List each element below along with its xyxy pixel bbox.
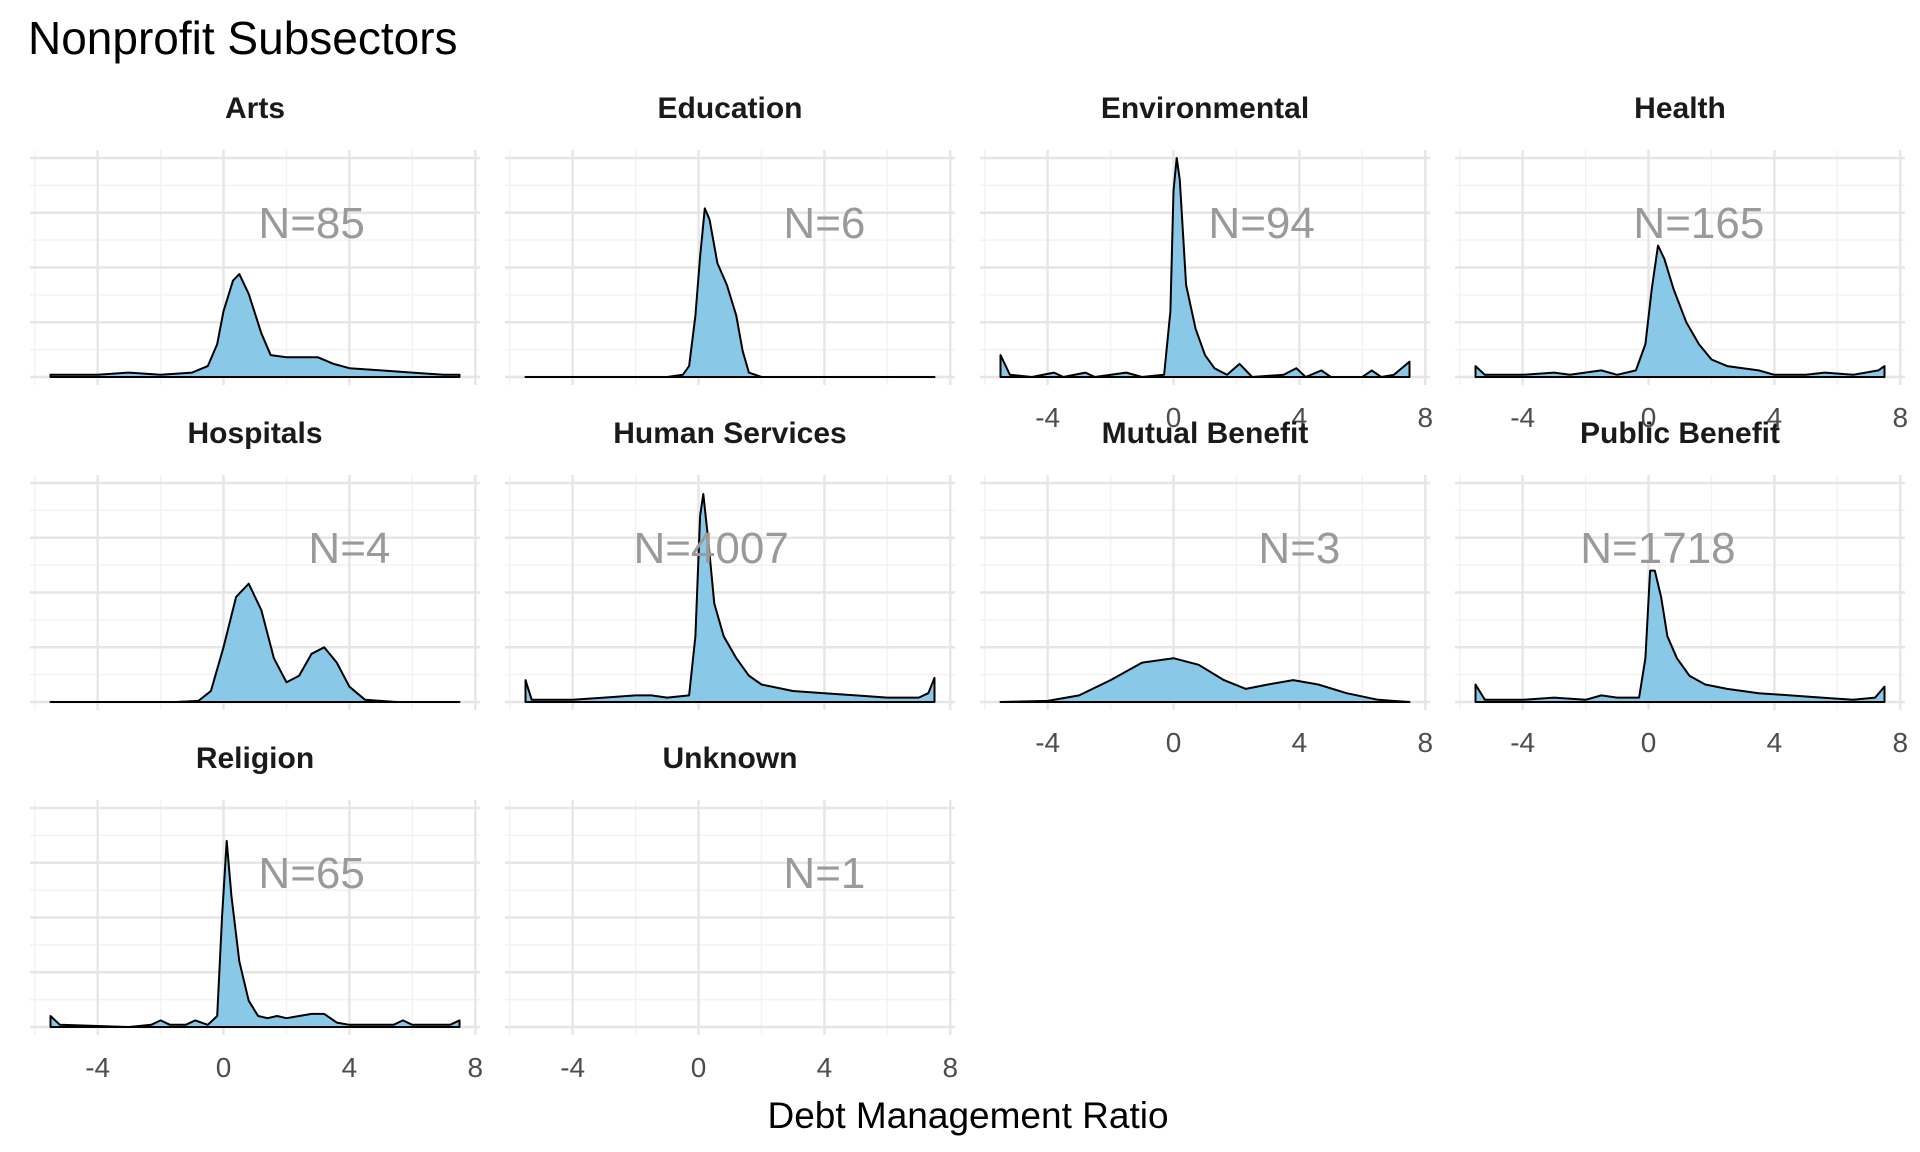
facet-label: Human Services <box>613 417 846 450</box>
facet-label: Unknown <box>663 742 798 775</box>
x-tick-label: 0 <box>1166 727 1182 758</box>
x-tick-label: -4 <box>85 1052 110 1083</box>
facet-label: Education <box>657 92 802 125</box>
density-area-education <box>524 207 936 378</box>
x-tick-label: 8 <box>942 1052 958 1083</box>
count-annotation: N=3 <box>1258 524 1340 573</box>
x-tick-label: 8 <box>467 1052 483 1083</box>
count-annotation: N=165 <box>1633 199 1764 248</box>
facet-label: Hospitals <box>187 417 322 450</box>
panel-religion: Religion N=65 -4 0 4 8 <box>30 742 483 1083</box>
count-annotation: N=4007 <box>633 524 788 573</box>
x-tick-label: 0 <box>691 1052 707 1083</box>
x-tick-label: 4 <box>1292 727 1308 758</box>
density-area-health <box>1474 244 1886 378</box>
x-tick-label: 4 <box>1292 402 1308 433</box>
facet-label: Environmental <box>1101 92 1309 125</box>
x-axis-title: Debt Management Ratio <box>767 1095 1168 1136</box>
x-tick-label: 8 <box>1892 402 1908 433</box>
x-tick-label: 8 <box>1417 402 1433 433</box>
panel-environmental: Environmental N=94 -4 0 4 8 <box>980 92 1433 433</box>
density-area-hospitals <box>49 582 461 703</box>
panel-mutual-benefit: Mutual Benefit N=3 -4 0 4 8 <box>980 417 1433 758</box>
count-annotation: N=65 <box>258 849 364 898</box>
count-annotation: N=94 <box>1208 199 1314 248</box>
panel-hospitals: Hospitals N=4 <box>30 417 480 710</box>
facet-label: Public Benefit <box>1580 417 1780 450</box>
count-annotation: N=4 <box>308 524 390 573</box>
density-area-religion <box>49 839 461 1028</box>
panel-unknown: Unknown N=1 -4 0 4 8 <box>505 742 958 1083</box>
facet-label: Mutual Benefit <box>1102 417 1309 450</box>
x-tick-label: 4 <box>1767 727 1783 758</box>
x-tick-label: 0 <box>1641 727 1657 758</box>
x-tick-label: 4 <box>817 1052 833 1083</box>
x-tick-label: 4 <box>1767 402 1783 433</box>
facet-label: Arts <box>225 92 285 125</box>
count-annotation: N=1 <box>783 849 865 898</box>
x-tick-label: -4 <box>1035 727 1060 758</box>
x-tick-label: 4 <box>342 1052 358 1083</box>
panel-human-services: Human Services N=4007 <box>505 417 955 710</box>
x-tick-label: -4 <box>1510 402 1535 433</box>
x-tick-label: 0 <box>1166 402 1182 433</box>
x-tick-label: -4 <box>1510 727 1535 758</box>
density-area-mutual-benefit <box>999 657 1411 703</box>
x-tick-label: 0 <box>216 1052 232 1083</box>
facet-label: Health <box>1634 92 1726 125</box>
panel-education: Education N=6 <box>505 92 955 385</box>
density-area-public-benefit <box>1474 569 1886 703</box>
count-annotation: N=85 <box>258 199 364 248</box>
x-tick-label: 8 <box>1892 727 1908 758</box>
panel-arts: Arts N=85 <box>30 92 480 385</box>
x-tick-label: -4 <box>1035 402 1060 433</box>
density-area-arts <box>49 273 461 378</box>
count-annotation: N=1718 <box>1580 524 1735 573</box>
density-area-human-services <box>524 493 936 703</box>
panel-health: Health N=165 -4 0 4 8 <box>1455 92 1908 433</box>
x-tick-label: 8 <box>1417 727 1433 758</box>
x-tick-label: -4 <box>560 1052 585 1083</box>
count-annotation: N=6 <box>783 199 865 248</box>
facet-label: Religion <box>196 742 314 775</box>
panel-public-benefit: Public Benefit N=1718 -4 0 4 8 <box>1455 417 1908 758</box>
facet-panels: Arts N=85 Education N=6 Environmental N=94 -4 0… <box>30 92 1908 1083</box>
density-area-environmental <box>999 157 1411 378</box>
chart-title: Nonprofit Subsectors <box>28 12 458 64</box>
x-tick-label: 0 <box>1641 402 1657 433</box>
